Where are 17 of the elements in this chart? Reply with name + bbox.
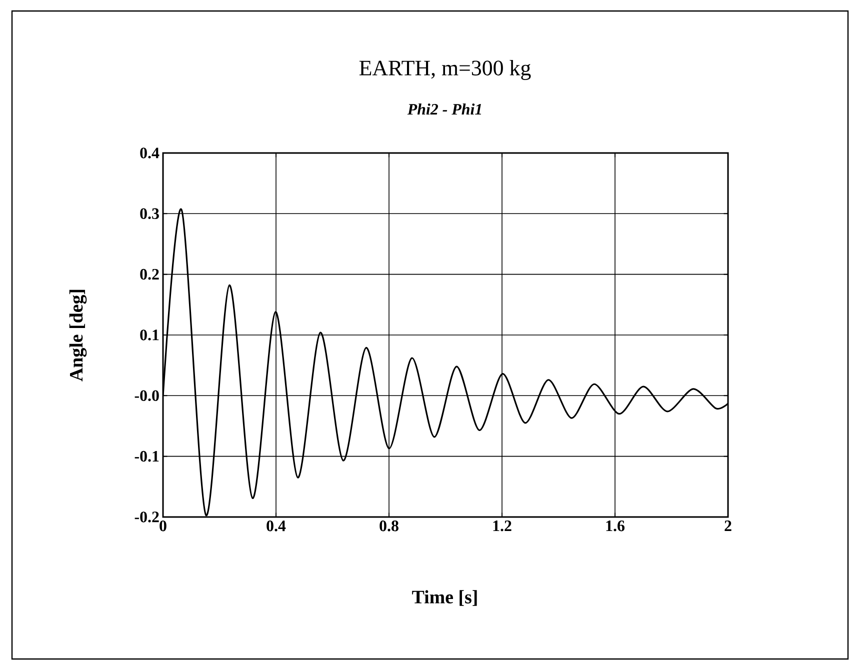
y-tick-label: 0.3 <box>140 208 159 220</box>
y-tick-label: -0.2 <box>134 512 159 522</box>
x-tick-label: 0 <box>160 520 166 532</box>
x-tick-label: 0.4 <box>266 520 286 532</box>
y-tick-label: -0.1 <box>134 450 159 462</box>
chart-title: EARTH, m=300 kg <box>359 60 531 80</box>
x-tick-label: 2 <box>724 520 732 532</box>
y-tick-label: -0.0 <box>134 390 159 402</box>
x-axis-title: Time [s] <box>412 590 477 606</box>
y-axis-title: Angle [deg] <box>69 290 87 382</box>
chart-subtitle: Phi2 - Phi1 <box>407 103 482 115</box>
y-tick-label: 0.1 <box>140 330 159 340</box>
y-tick-label: 0.2 <box>140 268 159 280</box>
y-tick-label: 0.4 <box>140 148 160 158</box>
x-tick-label: 0.8 <box>380 520 398 532</box>
x-tick-label: 1.6 <box>606 520 625 532</box>
x-tick-label: 1.2 <box>493 520 512 532</box>
